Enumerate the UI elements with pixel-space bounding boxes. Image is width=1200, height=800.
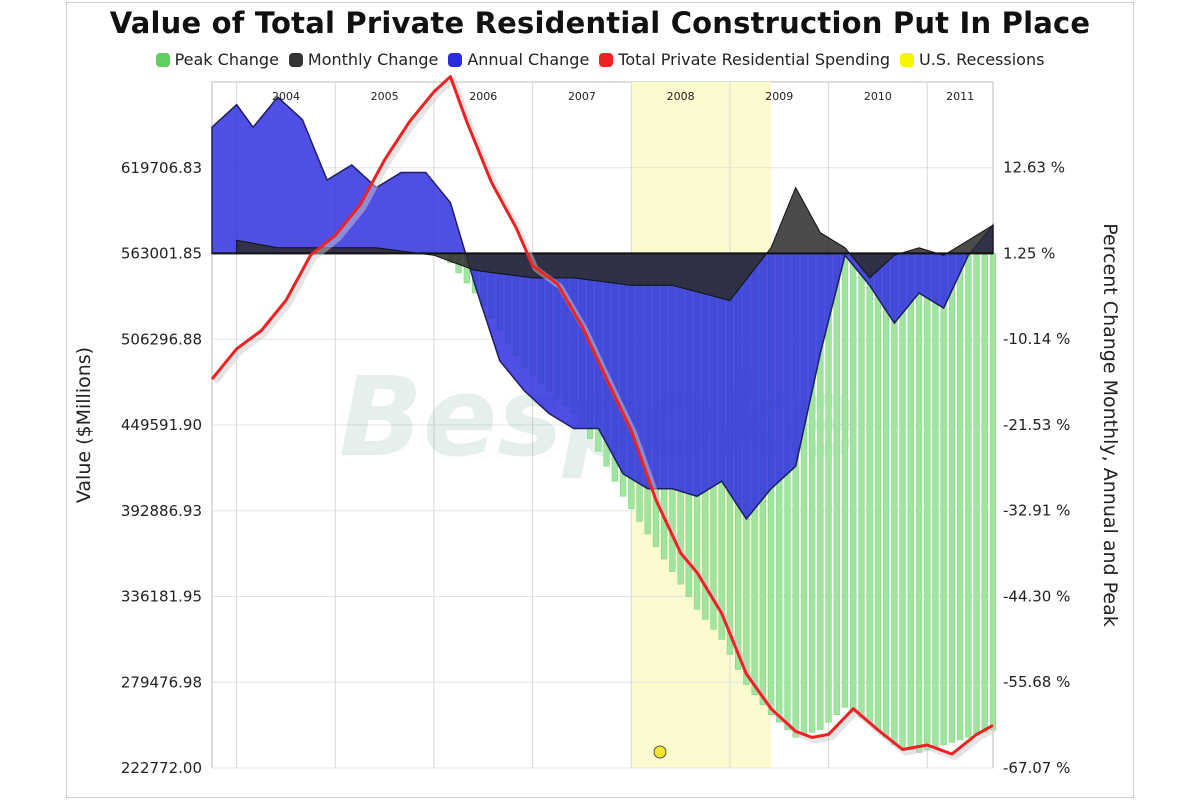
legend-swatch [155, 52, 170, 67]
peak-change-bar [907, 253, 914, 751]
year-label: 2009 [765, 90, 793, 103]
peak-change-bar [940, 253, 947, 746]
peak-change-bar [932, 253, 939, 748]
peak-change-bar [948, 253, 956, 743]
left-axis-title: Value ($Millions) [73, 347, 95, 503]
right-tick-label: 12.63 % [1003, 159, 1065, 177]
peak-change-bar [915, 253, 923, 753]
legend-label: Monthly Change [307, 50, 439, 69]
peak-change-bar [858, 253, 865, 718]
left-tick-label: 222772.00 [121, 759, 202, 777]
peak-change-bar [833, 253, 840, 715]
legend-swatch [599, 52, 614, 67]
left-tick-label: 506296.88 [121, 330, 202, 348]
right-tick-label: -10.14 % [1003, 330, 1070, 348]
right-tick-label: -44.30 % [1003, 588, 1070, 606]
left-tick-label: 563001.85 [121, 245, 202, 263]
peak-change-bar [956, 253, 964, 741]
legend-label: Peak Change [174, 50, 279, 69]
year-label: 2011 [946, 90, 974, 103]
legend-item: U.S. Recessions [900, 50, 1044, 69]
legend-label: U.S. Recessions [919, 50, 1045, 69]
legend-item: Monthly Change [288, 50, 439, 69]
chart-title: Value of Total Private Residential Const… [109, 6, 1091, 40]
year-label: 2007 [568, 90, 596, 103]
peak-change-bar [882, 253, 890, 738]
chart-legend: Peak Change Monthly Change Annual Change To… [0, 50, 1200, 69]
legend-item: Annual Change [448, 50, 589, 69]
right-tick-label: 1.25 % [1003, 244, 1055, 262]
peak-change-bar [850, 253, 857, 713]
right-tick-label: -55.68 % [1003, 673, 1070, 691]
left-tick-label: 279476.98 [121, 673, 202, 691]
left-tick-label: 336181.95 [121, 588, 202, 606]
peak-change-bar [899, 253, 906, 748]
year-label: 2004 [272, 90, 300, 103]
legend-swatch [900, 52, 915, 67]
right-axis-title: Percent Change Monthly, Annual and Peak [1099, 223, 1121, 626]
recession-marker-icon [653, 745, 667, 759]
peak-change-bar [891, 253, 898, 746]
spending-line [210, 75, 994, 756]
right-tick-label: -21.53 % [1003, 416, 1070, 434]
left-tick-label: 619706.83 [121, 159, 202, 177]
peak-change-bar [866, 253, 873, 723]
year-label: 2010 [864, 90, 892, 103]
right-tick-label: -32.91 % [1003, 502, 1070, 520]
legend-swatch [288, 52, 303, 67]
peak-change-bar [924, 253, 931, 751]
peak-change-bar [973, 253, 980, 736]
year-label: 2006 [469, 90, 497, 103]
year-label: 2005 [371, 90, 399, 103]
legend-label: Total Private Residential Spending [618, 50, 891, 69]
peak-change-bar [989, 253, 997, 731]
peak-change-bar [981, 253, 988, 733]
legend-swatch [448, 52, 463, 67]
legend-item: Peak Change [155, 50, 279, 69]
year-label: 2008 [667, 90, 695, 103]
peak-change-bar [965, 253, 972, 738]
peak-change-bar [874, 253, 882, 731]
annual-change-area [211, 96, 994, 521]
legend-item: Total Private Residential Spending [599, 50, 890, 69]
legend-label: Annual Change [467, 50, 590, 69]
peak-change-bar [841, 253, 849, 708]
right-tick-label: -67.07 % [1003, 759, 1070, 777]
left-tick-label: 449591.90 [121, 416, 202, 434]
left-tick-label: 392886.93 [121, 502, 202, 520]
